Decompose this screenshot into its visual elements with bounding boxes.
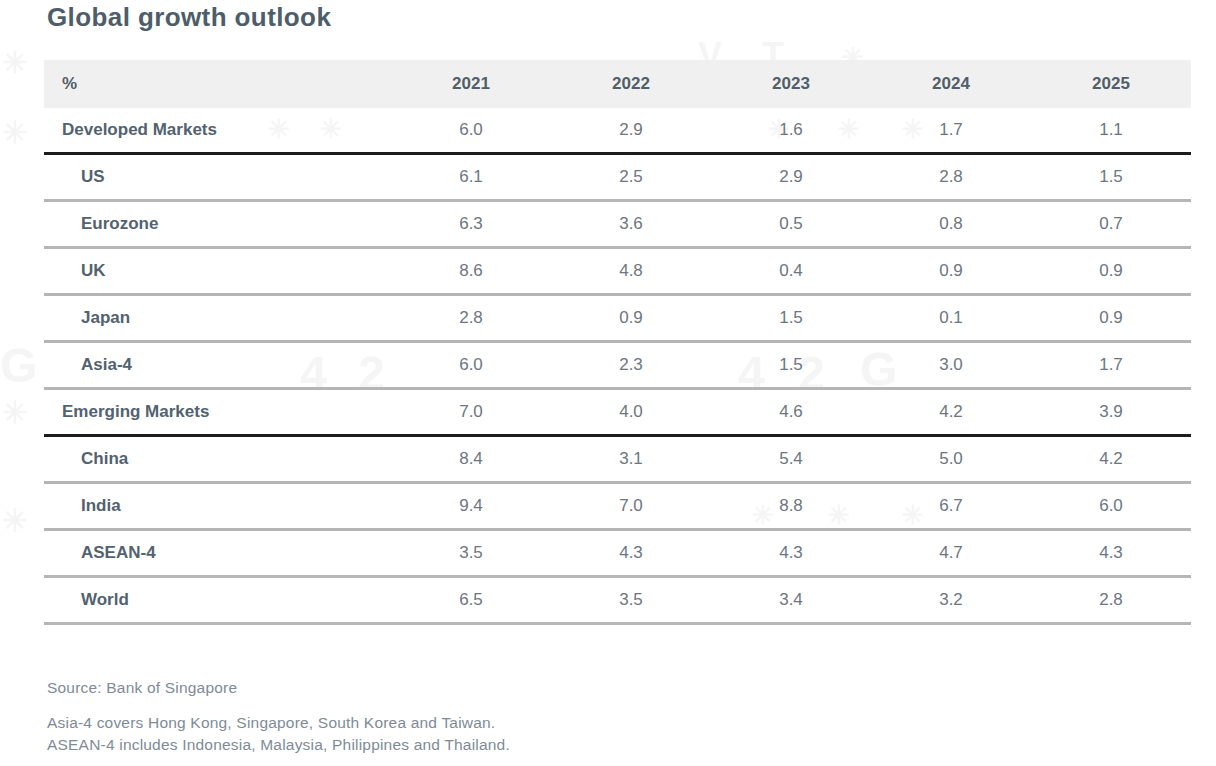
asean4-note-text: ASEAN-4 includes Indonesia, Malaysia, Ph… xyxy=(47,734,510,756)
table-row-india: India 9.4 7.0 8.8 6.7 6.0 xyxy=(44,483,1191,530)
value-cell: 8.4 xyxy=(391,436,551,483)
table-row-japan: Japan 2.8 0.9 1.5 0.1 0.9 xyxy=(44,295,1191,342)
row-label: Eurozone xyxy=(44,201,391,248)
table-row-china: China 8.4 3.1 5.4 5.0 4.2 xyxy=(44,436,1191,483)
value-cell: 7.0 xyxy=(551,483,711,530)
row-label: Emerging Markets xyxy=(44,389,391,436)
value-cell: 2.9 xyxy=(711,154,871,201)
row-label: China xyxy=(44,436,391,483)
value-cell: 0.9 xyxy=(871,248,1031,295)
value-cell: 6.5 xyxy=(391,577,551,624)
row-label: Developed Markets xyxy=(44,108,391,154)
value-cell: 4.3 xyxy=(711,530,871,577)
value-cell: 4.0 xyxy=(551,389,711,436)
value-cell: 7.0 xyxy=(391,389,551,436)
value-cell: 6.0 xyxy=(391,108,551,154)
table-row-developed-markets: Developed Markets 6.0 2.9 1.6 1.7 1.1 xyxy=(44,108,1191,154)
table-row-asia4: Asia-4 6.0 2.3 1.5 3.0 1.7 xyxy=(44,342,1191,389)
row-label: US xyxy=(44,154,391,201)
value-cell: 3.2 xyxy=(871,577,1031,624)
value-cell: 4.8 xyxy=(551,248,711,295)
table-footer: Source: Bank of Singapore Asia-4 covers … xyxy=(47,679,510,755)
value-cell: 4.3 xyxy=(1031,530,1191,577)
unit-header-cell: % xyxy=(44,60,391,108)
value-cell: 9.4 xyxy=(391,483,551,530)
row-label: UK xyxy=(44,248,391,295)
table-row-asean4: ASEAN-4 3.5 4.3 4.3 4.7 4.3 xyxy=(44,530,1191,577)
value-cell: 1.5 xyxy=(711,342,871,389)
source-text: Source: Bank of Singapore xyxy=(47,679,510,697)
value-cell: 8.8 xyxy=(711,483,871,530)
value-cell: 0.9 xyxy=(1031,295,1191,342)
value-cell: 1.7 xyxy=(871,108,1031,154)
value-cell: 4.3 xyxy=(551,530,711,577)
watermark-glyph: ✳ xyxy=(2,48,27,78)
value-cell: 1.5 xyxy=(711,295,871,342)
value-cell: 4.2 xyxy=(1031,436,1191,483)
value-cell: 0.5 xyxy=(711,201,871,248)
row-label: India xyxy=(44,483,391,530)
table-row-eurozone: Eurozone 6.3 3.6 0.5 0.8 0.7 xyxy=(44,201,1191,248)
value-cell: 6.1 xyxy=(391,154,551,201)
value-cell: 1.1 xyxy=(1031,108,1191,154)
value-cell: 4.7 xyxy=(871,530,1031,577)
value-cell: 2.9 xyxy=(551,108,711,154)
value-cell: 3.0 xyxy=(871,342,1031,389)
value-cell: 2.3 xyxy=(551,342,711,389)
row-label: Japan xyxy=(44,295,391,342)
watermark-glyph: ✳ xyxy=(2,506,27,536)
value-cell: 4.6 xyxy=(711,389,871,436)
value-cell: 0.8 xyxy=(871,201,1031,248)
table-row-world: World 6.5 3.5 3.4 3.2 2.8 xyxy=(44,577,1191,624)
year-header-2022: 2022 xyxy=(551,60,711,108)
row-label: ASEAN-4 xyxy=(44,530,391,577)
value-cell: 1.6 xyxy=(711,108,871,154)
value-cell: 0.7 xyxy=(1031,201,1191,248)
value-cell: 5.4 xyxy=(711,436,871,483)
value-cell: 4.2 xyxy=(871,389,1031,436)
year-header-2021: 2021 xyxy=(391,60,551,108)
row-label: Asia-4 xyxy=(44,342,391,389)
asia4-note-text: Asia-4 covers Hong Kong, Singapore, Sout… xyxy=(47,712,510,734)
value-cell: 2.8 xyxy=(1031,577,1191,624)
value-cell: 1.5 xyxy=(1031,154,1191,201)
value-cell: 0.9 xyxy=(551,295,711,342)
table-row-uk: UK 8.6 4.8 0.4 0.9 0.9 xyxy=(44,248,1191,295)
watermark-glyph: ✳ xyxy=(2,118,27,148)
value-cell: 5.0 xyxy=(871,436,1031,483)
table-row-emerging-markets: Emerging Markets 7.0 4.0 4.6 4.2 3.9 xyxy=(44,389,1191,436)
value-cell: 3.5 xyxy=(391,530,551,577)
value-cell: 0.1 xyxy=(871,295,1031,342)
page: ✳✳VT✳✳✳✳✳✳G4242G✳✳✳✳✳ Global growth outl… xyxy=(0,0,1216,766)
page-title: Global growth outlook xyxy=(47,2,331,33)
value-cell: 8.6 xyxy=(391,248,551,295)
value-cell: 1.7 xyxy=(1031,342,1191,389)
value-cell: 3.6 xyxy=(551,201,711,248)
value-cell: 0.4 xyxy=(711,248,871,295)
table-header-row: % 2021 2022 2023 2024 2025 xyxy=(44,60,1191,108)
value-cell: 6.0 xyxy=(1031,483,1191,530)
row-label: World xyxy=(44,577,391,624)
value-cell: 2.8 xyxy=(871,154,1031,201)
year-header-2025: 2025 xyxy=(1031,60,1191,108)
year-header-2024: 2024 xyxy=(871,60,1031,108)
value-cell: 3.5 xyxy=(551,577,711,624)
value-cell: 3.1 xyxy=(551,436,711,483)
value-cell: 0.9 xyxy=(1031,248,1191,295)
table-row-us: US 6.1 2.5 2.9 2.8 1.5 xyxy=(44,154,1191,201)
year-header-2023: 2023 xyxy=(711,60,871,108)
value-cell: 3.9 xyxy=(1031,389,1191,436)
value-cell: 2.8 xyxy=(391,295,551,342)
growth-outlook-table: % 2021 2022 2023 2024 2025 Developed Mar… xyxy=(44,60,1191,625)
value-cell: 6.0 xyxy=(391,342,551,389)
value-cell: 3.4 xyxy=(711,577,871,624)
value-cell: 6.3 xyxy=(391,201,551,248)
value-cell: 2.5 xyxy=(551,154,711,201)
watermark-glyph: ✳ xyxy=(2,398,27,428)
value-cell: 6.7 xyxy=(871,483,1031,530)
watermark-glyph: G xyxy=(0,342,37,390)
